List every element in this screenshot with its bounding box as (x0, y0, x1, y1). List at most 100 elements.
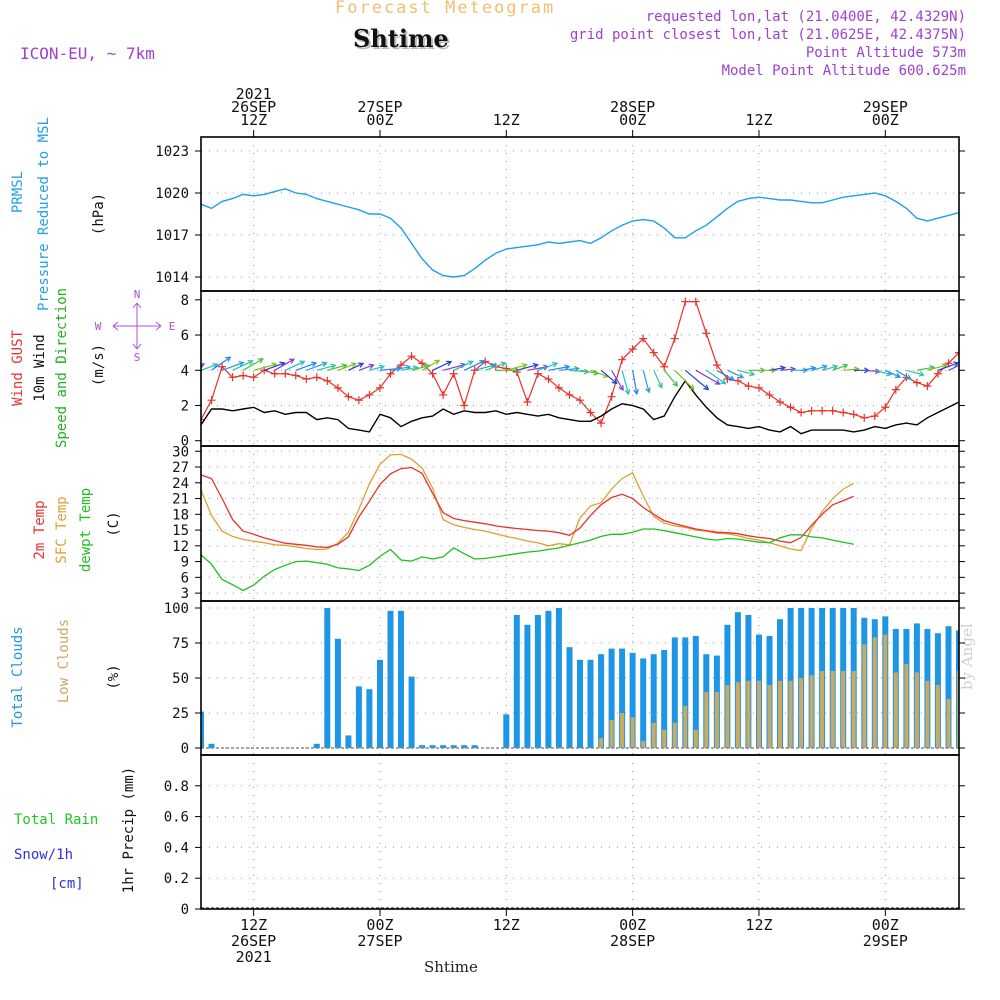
low-cloud-bar (693, 729, 698, 748)
precip-units: 1hr Precip (mm) (121, 767, 137, 893)
gust-marker (670, 334, 679, 343)
ytick-label: 2 (181, 398, 189, 414)
gust-marker (397, 360, 406, 369)
time-label-bottom: 28SEP (610, 932, 655, 950)
total-cloud-bar (577, 659, 583, 748)
low-cloud-bar (767, 685, 772, 748)
wind-arrow (958, 369, 959, 371)
cloud-units: (%) (106, 664, 122, 689)
gust-marker (849, 410, 858, 419)
snow-units: [cm] (50, 876, 84, 892)
wind-arrow (221, 361, 245, 371)
ytick-label: 0.2 (164, 871, 189, 887)
gust-marker (144, 380, 152, 388)
ytick-label: 21 (172, 492, 189, 508)
wind-arrow (242, 358, 264, 371)
wind-arrow (653, 370, 663, 389)
low-cloud-bar (630, 717, 635, 748)
ytick-label: 0 (181, 902, 189, 918)
wind-arrow (632, 370, 639, 396)
gust-marker (776, 397, 785, 406)
total-cloud-bar (355, 686, 362, 748)
pressure-line (201, 188, 959, 278)
wind-arrow (337, 362, 358, 371)
total-cloud-bar (503, 714, 510, 748)
low-cloud-bar (925, 680, 930, 748)
total-cloud-bar (440, 745, 447, 748)
wind-arrow (642, 370, 651, 394)
gust-marker (618, 355, 627, 364)
info-line-3: Point Altitude 573m (805, 45, 966, 61)
gust-marker (649, 348, 658, 357)
gust-marker (786, 403, 795, 412)
time-label-bottom: 2021 (236, 948, 272, 966)
low-cloud-bar (830, 671, 835, 748)
gust-marker (523, 397, 532, 406)
wind-arrow (948, 364, 959, 371)
wind-arrow (369, 364, 386, 371)
low-cloud-bar (893, 672, 898, 748)
wind-arrow (885, 369, 902, 378)
wind-arrow (506, 363, 528, 371)
low-cloud-bar (809, 675, 814, 748)
pressure-units: (hPa) (91, 193, 107, 235)
gust-marker (418, 359, 427, 368)
wind-line (201, 379, 959, 435)
total-cloud-bar (566, 647, 573, 748)
wind-arrow (211, 356, 232, 371)
wind-arrow (621, 370, 631, 396)
gust-marker (597, 419, 606, 428)
low-cloud-bar (725, 685, 730, 748)
time-label-top: 26SEP (231, 98, 276, 116)
total-cloud-bar (471, 745, 478, 748)
pressure-label-full: Pressure Reduced to MSL (36, 117, 52, 311)
gust-marker (660, 362, 669, 371)
low-cloud-bar (841, 671, 846, 748)
compass-ns-arrow (132, 302, 142, 350)
total-cloud-bar (513, 615, 520, 748)
time-label-top: 12Z (745, 111, 772, 129)
total-cloud-bar (450, 745, 457, 748)
panel-frame (200, 136, 960, 292)
low-cloud-bar (662, 729, 667, 748)
time-label-top: 00Z (872, 111, 899, 129)
total-cloud-bar (387, 610, 394, 748)
total-cloud-bar (208, 743, 215, 748)
wind-arrow (674, 369, 695, 391)
low-cloud-bar (609, 720, 614, 748)
gust-marker (439, 390, 448, 399)
model-label: ICON-EU, ~ 7km (20, 44, 155, 63)
gust-marker (639, 334, 648, 343)
time-label-bottom: 12Z (745, 916, 772, 934)
gust-marker (881, 403, 890, 412)
gust-marker (712, 360, 721, 369)
ytick-label: 9 (181, 555, 189, 571)
ytick-label: 4 (181, 363, 189, 379)
wind-arrow (232, 360, 254, 371)
total-cloud-bar (619, 648, 626, 748)
time-label-top: 28SEP (610, 98, 655, 116)
gust-marker (565, 390, 574, 399)
rain-label: Total Rain (14, 812, 98, 828)
gust-marker (554, 383, 563, 392)
low-cloud-bar (735, 682, 740, 748)
gust-marker (123, 386, 131, 394)
gust-marker (270, 369, 279, 378)
total-cloud-bar (377, 659, 383, 748)
gust-marker (281, 369, 290, 378)
ytick-label: 1014 (155, 270, 189, 286)
location-title: Shtime (353, 24, 449, 53)
low-cloud-bar (620, 713, 625, 748)
ytick-label: 0.4 (164, 840, 189, 856)
wind-arrow (463, 360, 486, 371)
time-label-bottom: 29SEP (863, 932, 908, 950)
low-cloud-bar (935, 685, 940, 748)
gust-marker (691, 297, 700, 306)
low-cloud-bar (799, 678, 804, 748)
wind-arrow (695, 369, 721, 385)
low-cloud-bar (599, 738, 604, 748)
gust-marker (891, 385, 900, 394)
gust-marker (544, 375, 553, 384)
wind-arrow (138, 364, 154, 371)
gust-marker (923, 382, 932, 391)
